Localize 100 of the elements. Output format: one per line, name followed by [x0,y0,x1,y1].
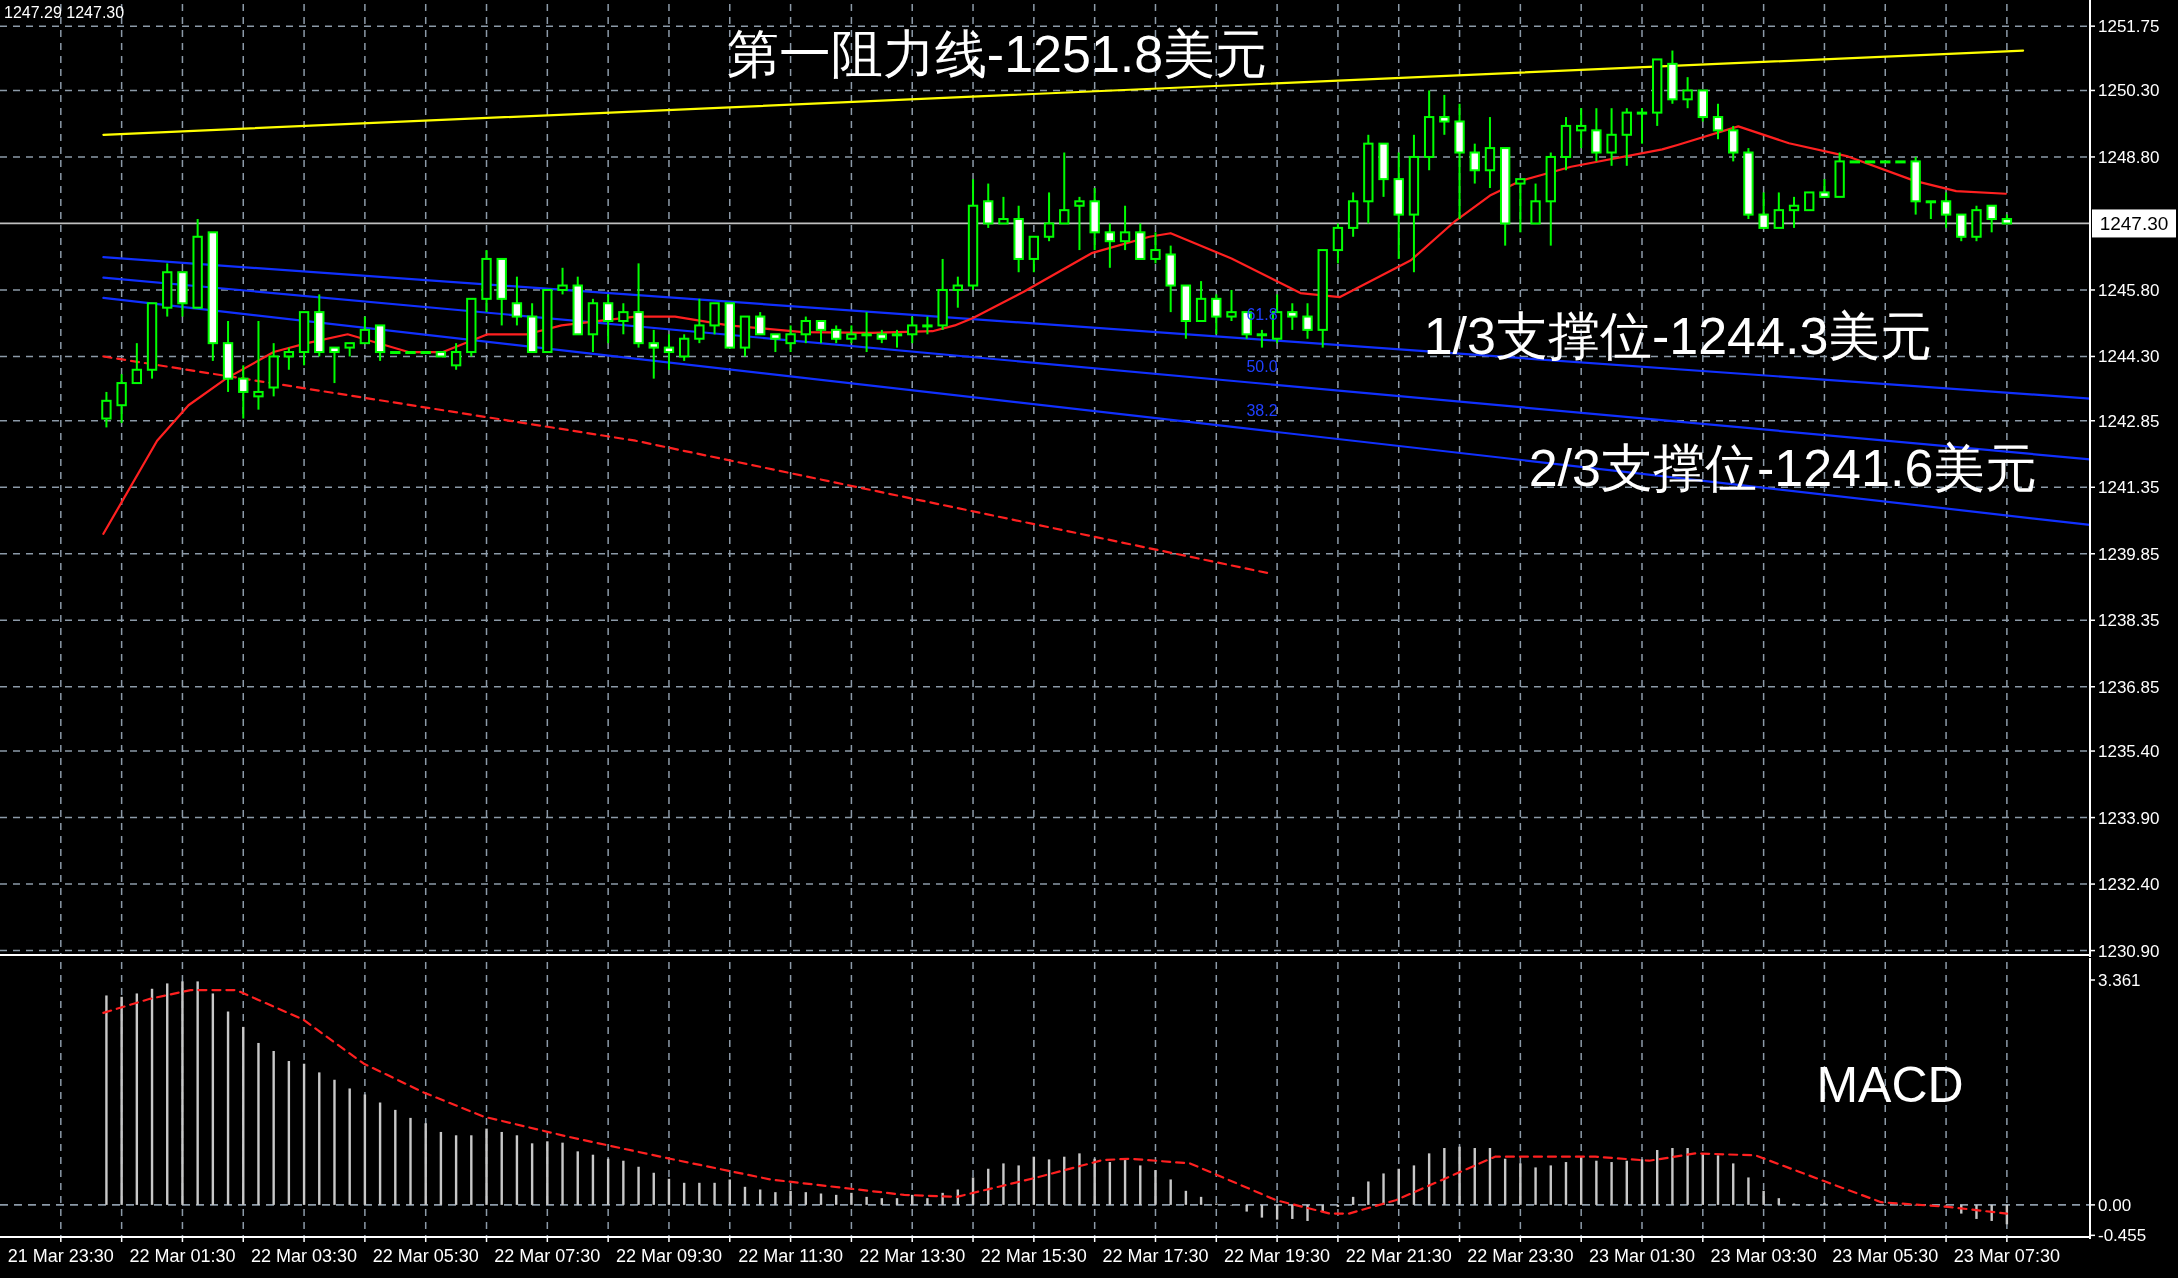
candlestick [648,328,659,380]
annotation: 第一阻力线-1251.8美元 [726,25,1268,83]
candlestick [1302,302,1313,340]
y-tick-label: 1230.90 [2098,941,2160,961]
bar [561,1142,564,1205]
x-tick-label: 21 Mar 23:30 [7,1246,114,1266]
annotation: 1247.29 1247.30 [4,4,125,21]
candlestick [1484,116,1496,189]
bar [1595,1160,1598,1205]
candlestick [1028,235,1040,274]
candlestick [1758,191,1769,229]
bar [348,1088,351,1205]
x-tick-label: 22 Mar 01:30 [129,1246,236,1266]
bar [789,1190,792,1205]
bar [1823,1202,1826,1205]
candlestick [1591,107,1602,163]
candlestick [283,346,295,371]
x-tick-label: 23 Mar 05:30 [1832,1246,1939,1266]
candlestick [694,297,705,345]
y-tick-label: 1233.90 [2098,808,2160,828]
bar [1382,1173,1385,1205]
bar [1093,1158,1096,1205]
x-tick-label: 22 Mar 09:30 [615,1246,722,1266]
candlestick [815,320,827,345]
candlestick [1119,204,1131,252]
y-tick-label: 1245.80 [2098,280,2160,300]
candlestick [983,182,994,229]
candlestick [253,320,264,411]
bar [546,1141,549,1205]
bar [1534,1167,1537,1205]
candlestick [359,315,371,345]
bar [1306,1204,1309,1221]
y-tick-label: 3.361 [2098,971,2141,990]
bar [257,1042,260,1205]
candlestick [1074,195,1085,252]
ref-line-label: 1247.30 [2099,213,2169,235]
candlestick [1682,76,1693,110]
x-tick-label: 23 Mar 07:30 [1953,1246,2060,1266]
candlestick [1104,222,1116,269]
bar [1671,1148,1674,1205]
x-tick-label: 22 Mar 17:30 [1102,1246,1209,1266]
candlestick [1925,200,1937,221]
bar [713,1182,716,1205]
x-tick-label: 22 Mar 19:30 [1224,1246,1331,1266]
bar [850,1192,853,1205]
candlestick [1195,280,1207,322]
candlestick [1636,107,1648,145]
candlestick [557,266,568,296]
bar [409,1117,412,1205]
y-tick-label: 1235.40 [2098,742,2160,762]
y-tick-label: 1236.85 [2098,677,2160,697]
bar [1686,1148,1689,1205]
candlestick [131,342,143,385]
candlestick [1211,293,1222,336]
y-tick-label: 1241.35 [2098,478,2160,498]
candlestick [709,302,720,336]
annotation: 38.2 [1246,402,1278,419]
candlestick [1788,195,1800,229]
x-tick-label: 22 Mar 07:30 [494,1246,601,1266]
candlestick [1043,191,1055,243]
bar [1762,1190,1765,1205]
candlestick [1606,107,1617,167]
candlestick [1530,182,1541,225]
candlestick [1439,93,1450,136]
candlestick [1226,288,1237,322]
bar [333,1079,336,1205]
bar [622,1160,625,1205]
candlestick [755,311,766,336]
annotation: 1/3支撑位-1244.3美元 [1423,307,1933,365]
candlestick [1332,222,1344,265]
candlestick [1287,302,1298,331]
candlestick [952,275,964,309]
bar [1002,1163,1005,1205]
candlestick [329,346,340,385]
y-tick-label: 1244.30 [2098,347,2160,367]
y-tick-label: 1248.80 [2098,147,2160,167]
x-tick-label: 22 Mar 11:30 [738,1246,843,1266]
bar [637,1166,640,1205]
bar [1519,1163,1522,1205]
candlestick [618,302,629,336]
x-tick-label: 23 Mar 03:30 [1710,1246,1817,1266]
bar [196,981,199,1205]
bar [272,1050,275,1205]
candlestick [511,275,523,327]
candlestick [678,333,690,362]
bar [1154,1170,1157,1205]
y-tick-label: 1242.85 [2098,411,2160,431]
x-tick-label: 22 Mar 05:30 [372,1246,479,1266]
candlestick [861,311,872,354]
candlestick [1773,191,1785,229]
candlestick [800,315,811,345]
y-tick-label: 1251.75 [2098,17,2160,37]
x-tick-label: 22 Mar 13:30 [859,1246,966,1266]
bar [1747,1177,1750,1205]
bar [698,1182,701,1205]
bar [485,1128,488,1205]
candlestick [907,315,918,345]
y-tick-label: 1238.35 [2098,611,2160,631]
annotation: 50.0 [1246,358,1278,375]
candlestick [1576,107,1587,150]
